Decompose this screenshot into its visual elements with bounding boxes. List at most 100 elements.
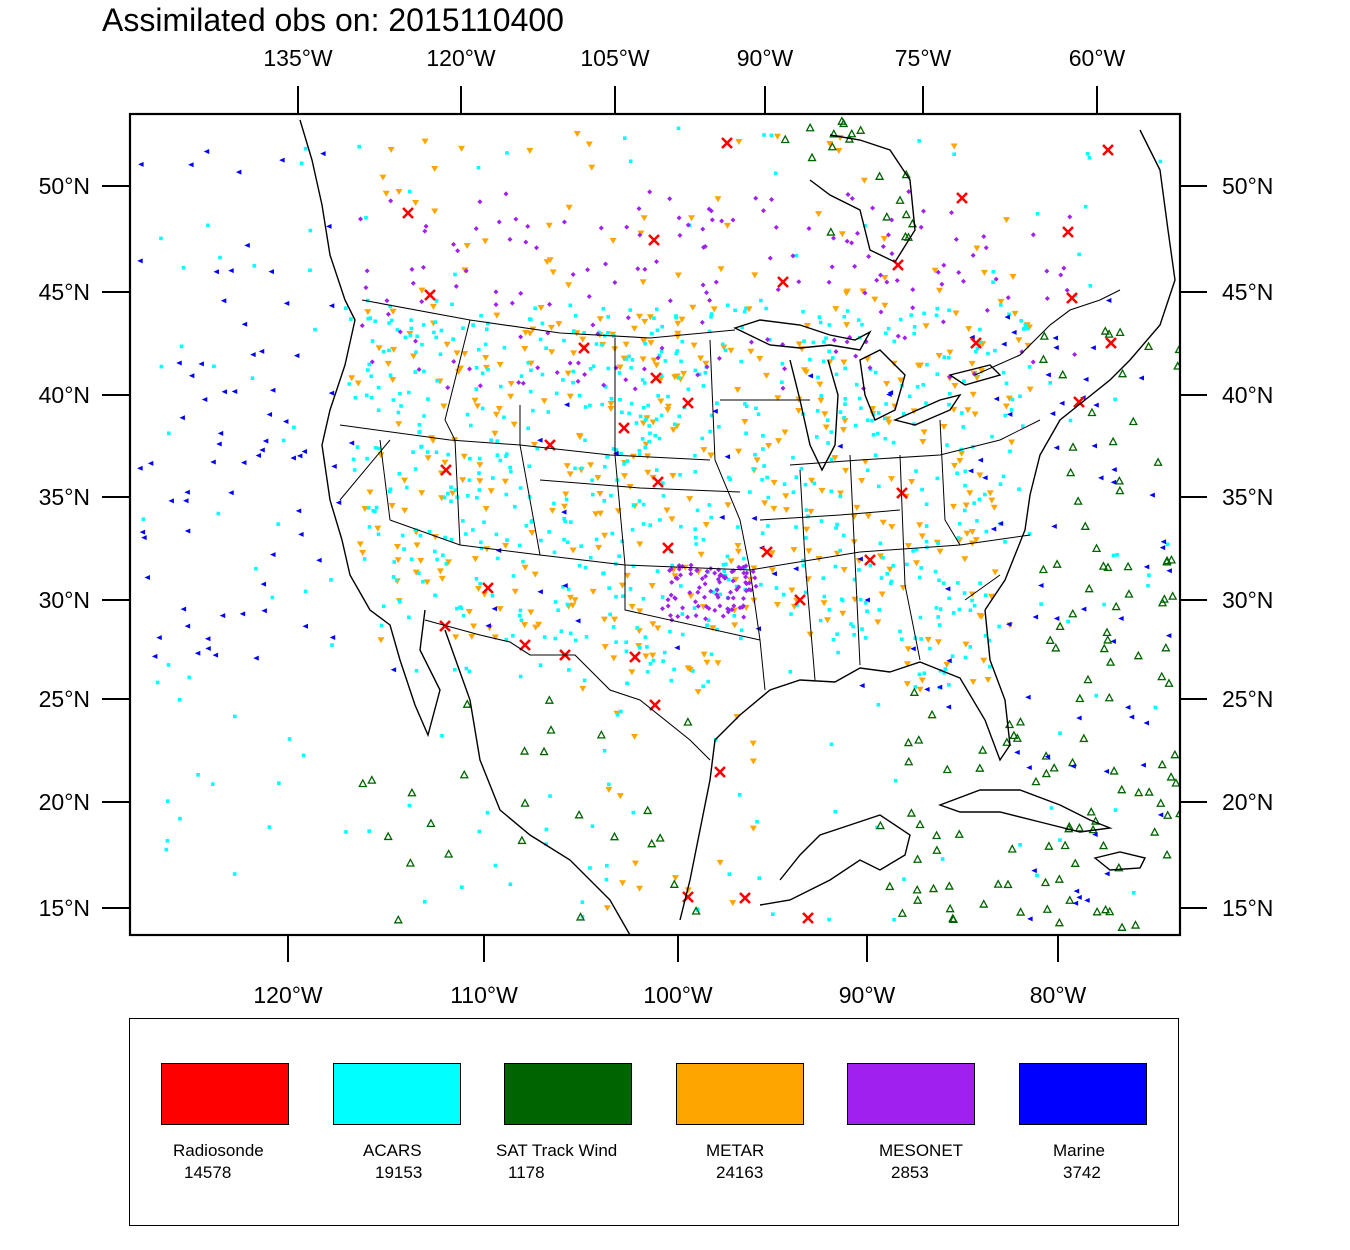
legend-swatch xyxy=(161,1063,289,1125)
acars-marker xyxy=(250,376,255,380)
acars-marker xyxy=(842,314,847,319)
marine-marker xyxy=(1082,376,1089,382)
acars-marker xyxy=(577,563,582,568)
acars-marker xyxy=(617,554,622,559)
legend-count: 2853 xyxy=(891,1163,929,1182)
acars-marker xyxy=(879,576,884,580)
mesonet-marker xyxy=(384,298,390,304)
legend-count: 14578 xyxy=(184,1163,232,1182)
acars-marker xyxy=(566,587,571,592)
mesonet-marker xyxy=(870,205,876,211)
acars-marker xyxy=(524,523,529,528)
metar-marker xyxy=(601,532,609,539)
sat-track-wind-marker xyxy=(826,227,836,236)
acars-marker xyxy=(179,344,184,349)
marine-marker xyxy=(262,438,269,444)
acars-marker xyxy=(444,562,449,566)
acars-marker xyxy=(588,366,593,371)
acars-marker xyxy=(571,369,576,374)
acars-marker xyxy=(552,550,557,555)
acars-marker xyxy=(544,842,548,846)
sat-track-wind-marker xyxy=(1073,496,1083,505)
acars-marker xyxy=(594,342,599,346)
acars-marker xyxy=(620,410,624,415)
metar-marker xyxy=(958,450,966,457)
sat-track-wind-marker xyxy=(1084,583,1094,593)
metar-marker xyxy=(496,606,504,613)
marine-marker xyxy=(1053,345,1059,351)
acars-marker xyxy=(674,351,679,356)
marine-marker xyxy=(184,489,190,495)
acars-marker xyxy=(640,378,645,382)
metar-marker xyxy=(664,407,672,414)
acars-marker xyxy=(760,531,765,536)
sat-track-wind-marker xyxy=(903,737,914,747)
metar-marker xyxy=(492,411,500,418)
sat-track-wind-marker xyxy=(367,775,377,784)
metar-marker xyxy=(545,222,553,229)
acars-marker xyxy=(1027,532,1032,536)
marine-marker xyxy=(141,535,147,541)
sat-track-wind-marker xyxy=(1079,733,1089,743)
acars-marker xyxy=(669,678,674,683)
acars-marker xyxy=(303,146,308,151)
acars-marker xyxy=(641,522,646,526)
metar-marker xyxy=(620,355,628,362)
acars-marker xyxy=(990,434,994,439)
mesonet-marker xyxy=(703,573,709,579)
metar-marker xyxy=(607,405,615,412)
acars-marker xyxy=(166,431,171,436)
acars-marker xyxy=(1035,873,1039,878)
metar-marker xyxy=(563,463,571,470)
sat-track-wind-marker xyxy=(1161,642,1171,652)
acars-marker xyxy=(860,322,864,327)
metar-marker xyxy=(401,507,409,514)
sat-track-wind-marker xyxy=(1162,557,1172,566)
acars-marker xyxy=(474,387,479,391)
metar-marker xyxy=(674,320,682,327)
metar-marker xyxy=(576,434,584,441)
radiosonde-marker xyxy=(519,639,531,651)
metar-marker xyxy=(424,455,432,462)
acars-marker xyxy=(647,439,651,444)
acars-marker xyxy=(977,497,982,502)
acars-marker xyxy=(935,476,940,481)
metar-marker xyxy=(388,503,396,510)
acars-marker xyxy=(950,654,955,658)
acars-marker xyxy=(1023,323,1028,327)
acars-marker xyxy=(672,422,677,427)
bottom-tick-label: 120°W xyxy=(253,982,323,1008)
metar-marker xyxy=(864,513,872,520)
radiosonde-marker xyxy=(739,892,751,904)
acars-marker xyxy=(651,658,656,663)
mesonet-marker xyxy=(668,613,674,619)
sat-track-wind-marker xyxy=(1105,657,1116,666)
metar-marker xyxy=(511,588,519,595)
acars-marker xyxy=(739,628,744,633)
sat-track-wind-marker xyxy=(1009,730,1019,740)
metar-marker xyxy=(481,238,489,245)
mesonet-marker xyxy=(561,219,567,225)
acars-marker xyxy=(619,452,624,456)
legend-swatch xyxy=(1019,1063,1147,1125)
mesonet-marker xyxy=(453,283,459,289)
acars-marker xyxy=(724,562,728,567)
acars-marker xyxy=(417,571,421,575)
acars-marker xyxy=(443,535,447,540)
metar-marker xyxy=(356,541,364,548)
mesonet-marker xyxy=(654,259,660,265)
acars-marker xyxy=(232,872,237,876)
marine-marker xyxy=(228,268,234,274)
acars-marker xyxy=(841,533,846,538)
radiosonde-marker xyxy=(714,766,726,778)
sat-track-wind-marker xyxy=(1156,798,1166,807)
mesonet-marker xyxy=(598,225,604,231)
acars-marker xyxy=(617,371,622,375)
mesonet-marker xyxy=(741,570,747,576)
mesonet-marker xyxy=(1030,359,1036,365)
radiosonde-marker xyxy=(482,582,494,594)
acars-marker xyxy=(606,366,611,371)
mesonet-marker xyxy=(513,216,519,222)
sat-track-wind-marker xyxy=(942,764,952,774)
metar-marker xyxy=(843,322,851,329)
